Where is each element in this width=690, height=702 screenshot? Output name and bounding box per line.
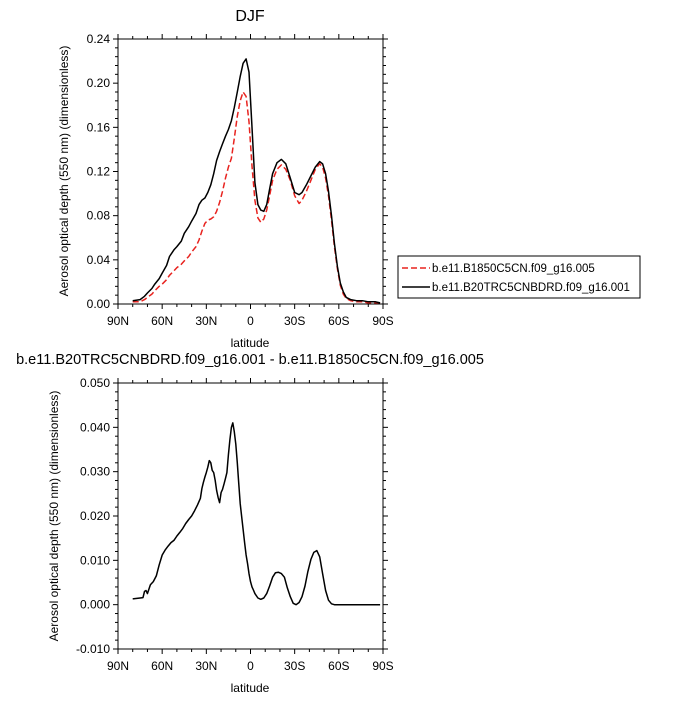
legend-entry: b.e11.B20TRC5CNBDRD.f09_g16.001 [402, 282, 630, 294]
y-tick-label: 0.020 [80, 509, 110, 523]
y-axis-label: Aerosol optical depth (550 nm) (dimensio… [57, 46, 71, 297]
x-tick-label: 90S [372, 659, 393, 673]
chart-title: b.e11.B20TRC5CNBDRD.f09_g16.001 - b.e11.… [16, 352, 484, 368]
x-axis-label: latitude [231, 681, 270, 695]
y-tick-label: 0.010 [80, 553, 110, 567]
y-tick-label: 0.040 [80, 420, 110, 434]
plot-frame [117, 38, 384, 305]
legend-label: b.e11.B1850C5CN.f09_g16.005 [432, 263, 595, 275]
x-axis: 90N 60N 30N 0 30S 60S 90S [107, 378, 394, 673]
chart-title: DJF [235, 8, 265, 25]
y-tick-label: 0.24 [87, 32, 111, 46]
legend-entry: b.e11.B1850C5CN.f09_g16.005 [402, 263, 595, 275]
y-axis: -0.010 0.000 0.010 0.020 0.030 0.040 0.050 [76, 376, 388, 656]
x-axis: 90N 60N 30N 0 30S 60S 90S [107, 34, 394, 328]
x-axis-label: latitude [231, 336, 270, 350]
panel-top: DJF 0.00 0.04 0.08 0.12 0.16 0.20 0.24 90N 60N 3… [57, 8, 641, 350]
series-line-0 [132, 91, 381, 304]
series-layer [132, 58, 381, 304]
x-tick-label: 90S [372, 314, 393, 328]
y-tick-label: 0.20 [87, 76, 111, 90]
x-tick-label: 90N [107, 314, 129, 328]
y-tick-label: 0.16 [87, 120, 111, 134]
series-line-0 [132, 422, 381, 606]
y-tick-label: 0.050 [80, 376, 110, 390]
x-tick-label: 30S [284, 314, 305, 328]
x-tick-label: 60N [151, 659, 173, 673]
x-tick-label: 60S [328, 659, 349, 673]
plot-frame [117, 382, 384, 650]
x-tick-label: 90N [107, 659, 129, 673]
y-tick-label: 0.030 [80, 465, 110, 479]
legend-label: b.e11.B20TRC5CNBDRD.f09_g16.001 [432, 282, 630, 294]
x-tick-label: 60N [151, 314, 173, 328]
x-tick-label: 30N [195, 659, 217, 673]
legend-box [397, 255, 641, 299]
y-axis: 0.00 0.04 0.08 0.12 0.16 0.20 0.24 [87, 32, 388, 311]
x-tick-label: 0 [247, 314, 254, 328]
series-line-1 [132, 58, 381, 304]
x-tick-label: 30N [195, 314, 217, 328]
y-tick-label: 0.000 [80, 598, 110, 612]
y-tick-label: 0.04 [87, 253, 111, 267]
x-tick-label: 0 [247, 659, 254, 673]
y-tick-label: 0.12 [87, 165, 111, 179]
x-tick-label: 30S [284, 659, 305, 673]
series-layer [132, 422, 381, 606]
y-tick-label: -0.010 [76, 642, 110, 656]
y-tick-label: 0.00 [87, 297, 111, 311]
panel-bottom: b.e11.B20TRC5CNBDRD.f09_g16.001 - b.e11.… [16, 352, 484, 695]
x-tick-label: 60S [328, 314, 349, 328]
legend: b.e11.B1850C5CN.f09_g16.005 b.e11.B20TRC… [397, 255, 641, 299]
y-axis-label: Aerosol optical depth (550 nm) (dimensio… [47, 391, 61, 642]
y-tick-label: 0.08 [87, 209, 111, 223]
